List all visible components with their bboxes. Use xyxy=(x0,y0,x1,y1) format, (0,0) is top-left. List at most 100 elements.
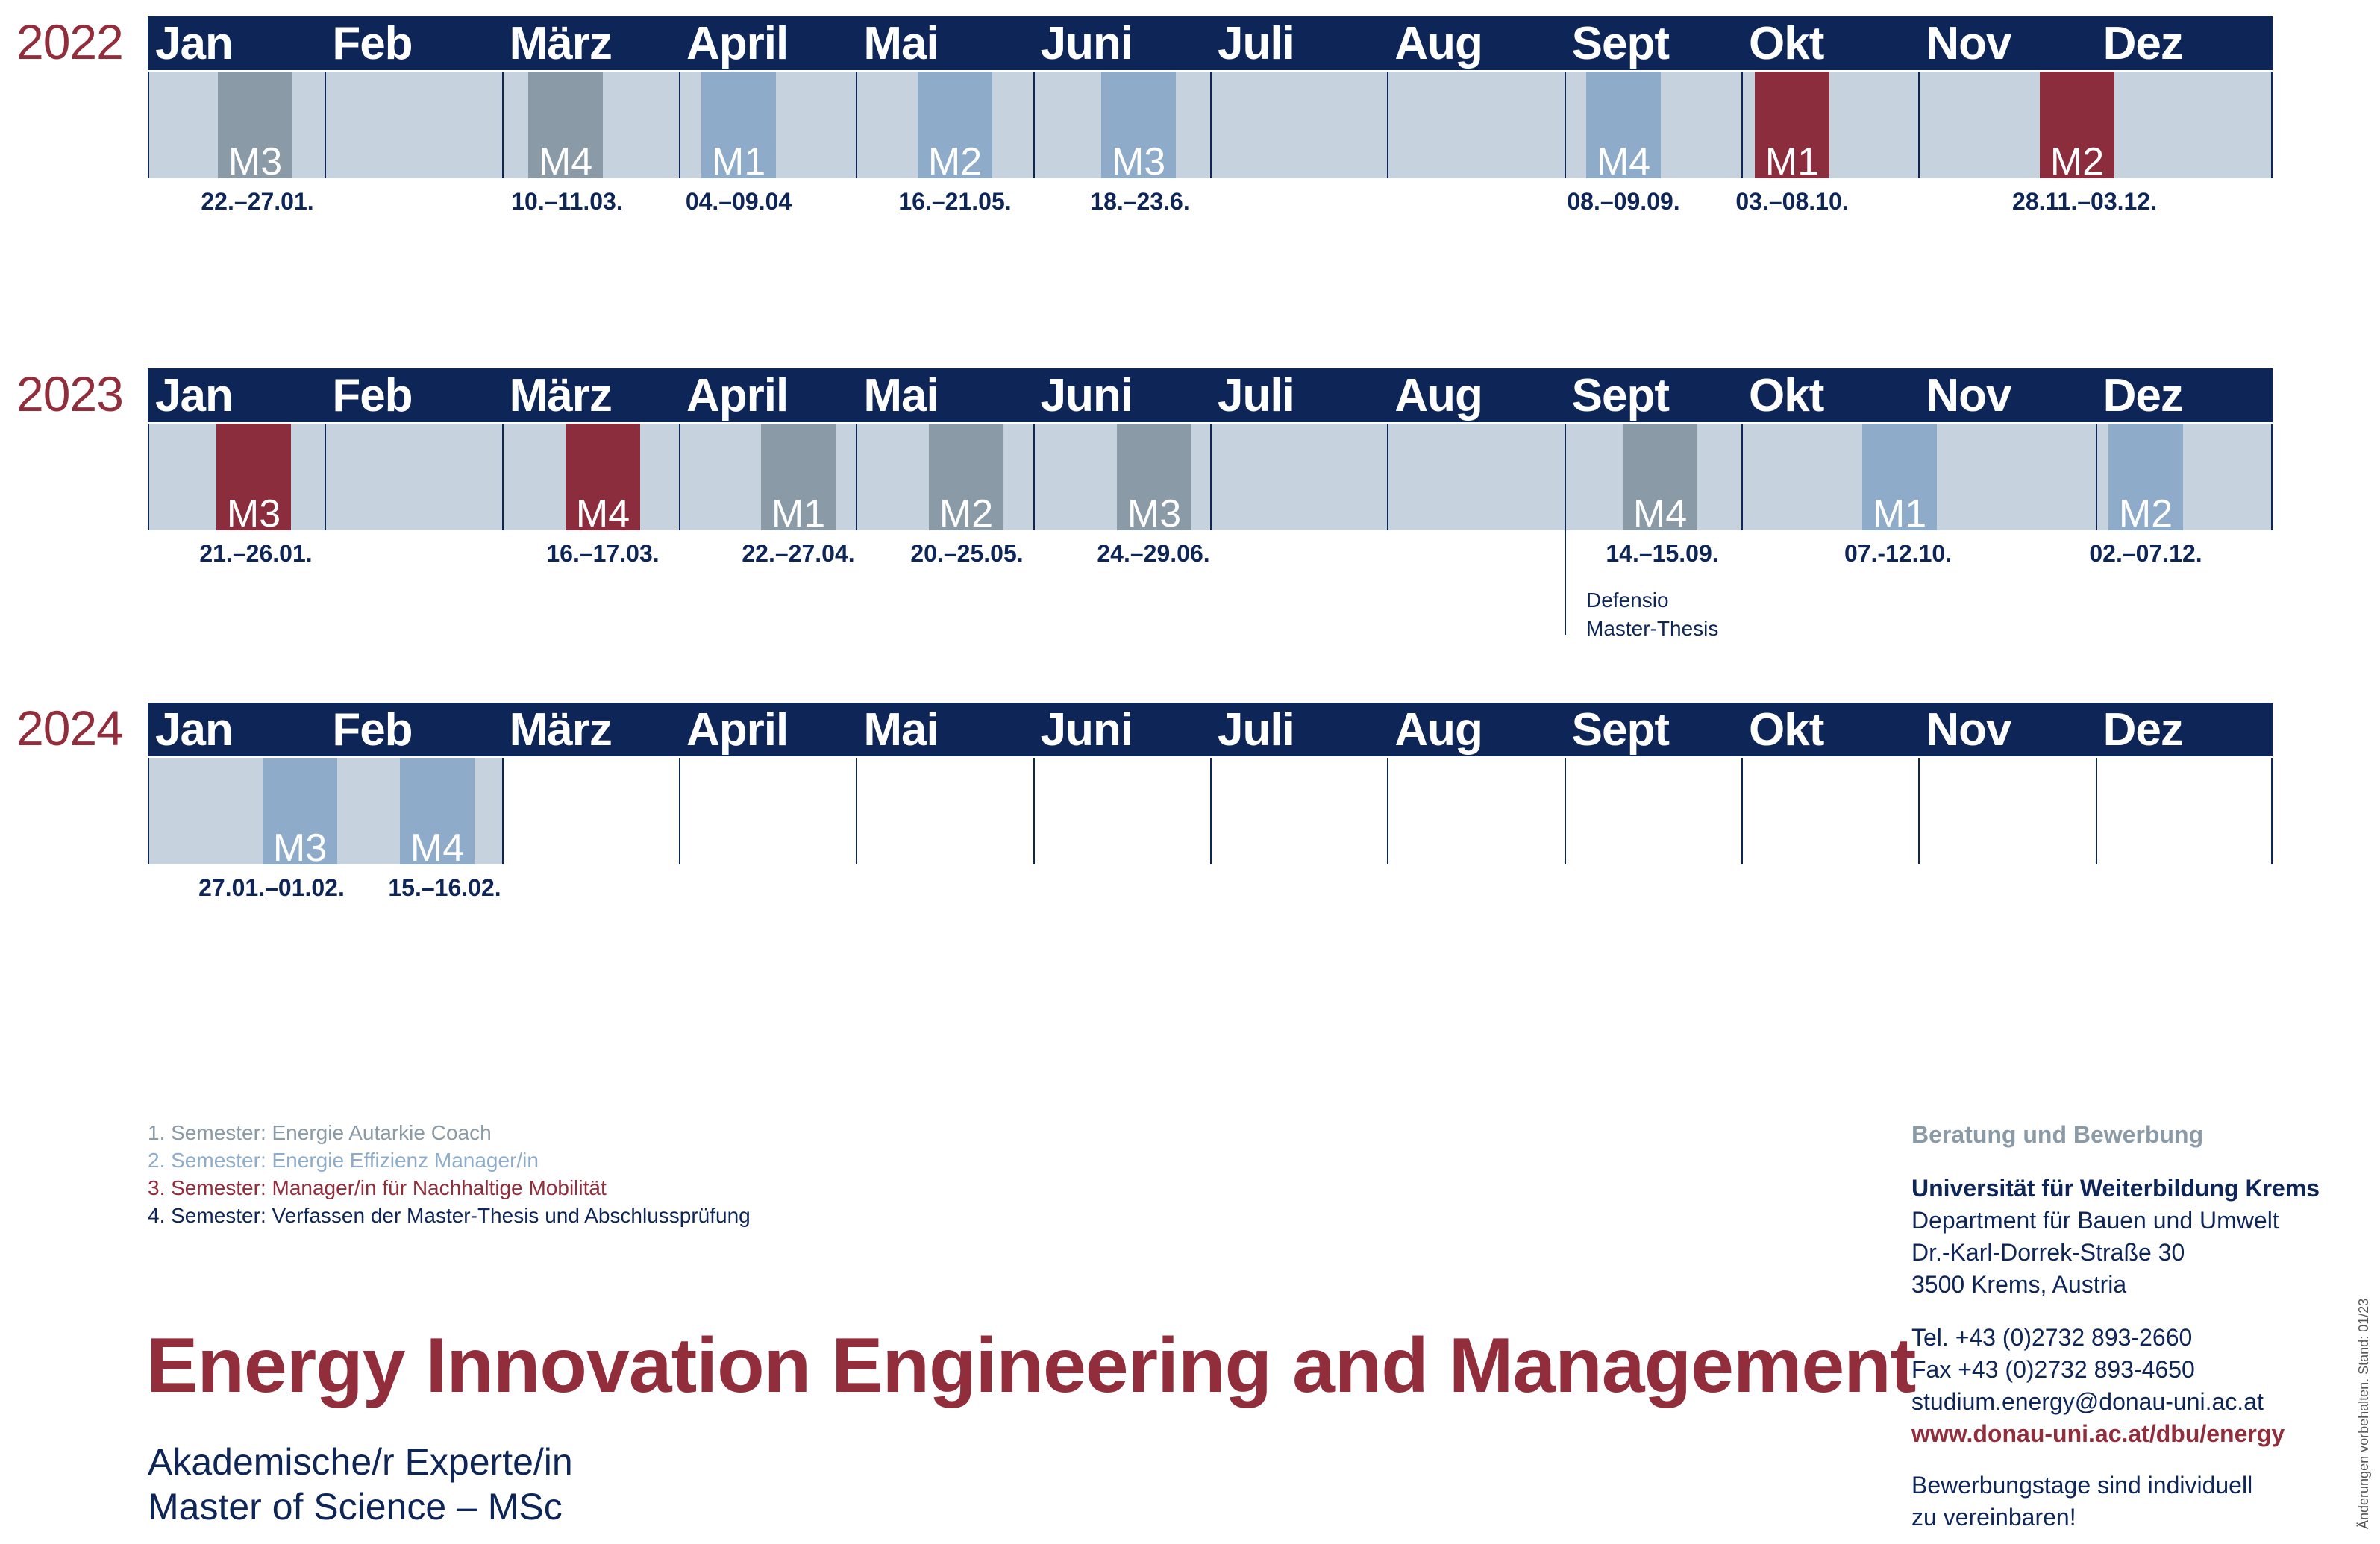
contact-city: 3500 Krems, Austria xyxy=(1911,1271,2127,1298)
month-divider xyxy=(1210,72,1212,178)
month-label: Okt xyxy=(1749,704,1824,756)
month-cell xyxy=(1210,758,1387,864)
month-cell xyxy=(856,758,1033,864)
month-divider xyxy=(325,424,327,530)
contact-web-link[interactable]: www.donau-uni.ac.at/dbu/energy xyxy=(1911,1420,2285,1447)
month-label: Sept xyxy=(1571,704,1670,756)
month-label: Okt xyxy=(1749,370,1824,421)
contact-email[interactable]: studium.energy@donau-uni.ac.at xyxy=(1911,1388,2264,1415)
module-label: M2 xyxy=(2118,492,2173,536)
month-divider xyxy=(325,72,327,178)
module-bar: M3 xyxy=(1101,72,1176,183)
month-divider xyxy=(1033,424,1035,530)
module-label: M4 xyxy=(575,492,630,536)
month-cell xyxy=(1033,758,1210,864)
module-bar: M1 xyxy=(1862,424,1937,536)
module-date: 14.–15.09. xyxy=(1606,540,1719,567)
month-divider xyxy=(1741,72,1743,178)
side-note: Änderungen vorbehalten. Stand: 01/23 xyxy=(2356,1298,2371,1529)
module-date: 22.–27.04. xyxy=(742,540,855,567)
degree-line-2: Master of Science – MSc xyxy=(148,1486,563,1528)
module-label: M3 xyxy=(226,492,281,536)
semester-legend: 1. Semester: Energie Autarkie Coach 2. S… xyxy=(148,1119,751,1229)
module-bar: M4 xyxy=(528,72,603,183)
module-bar: M3 xyxy=(263,758,337,870)
month-divider xyxy=(148,758,149,864)
module-date: 10.–11.03. xyxy=(511,188,623,215)
year-label: 2023 xyxy=(16,366,124,421)
module-date: 07.-12.10. xyxy=(1844,540,1952,567)
module-bar: M2 xyxy=(929,424,1003,536)
month-label: Juli xyxy=(1218,18,1295,69)
month-label: Dez xyxy=(2102,18,2184,69)
module-label: M2 xyxy=(2049,140,2105,183)
module-label: M1 xyxy=(1764,140,1820,183)
month-label: Dez xyxy=(2102,704,2184,756)
contact-org: Universität für Weiterbildung Krems xyxy=(1911,1175,2320,1202)
module-label: M3 xyxy=(228,140,283,183)
month-cell xyxy=(1387,72,1565,178)
legend-item-4: 4. Semester: Verfassen der Master-Thesis… xyxy=(148,1204,751,1227)
module-bar: M4 xyxy=(566,424,640,536)
month-label: Nov xyxy=(1926,370,2011,421)
contact-dept: Department für Bauen und Umwelt xyxy=(1911,1207,2279,1234)
program-title: Energy Innovation Engineering and Manage… xyxy=(146,1322,1916,1409)
month-divider xyxy=(2271,72,2273,178)
contact-fax: Fax +43 (0)2732 893-4650 xyxy=(1911,1356,2195,1383)
defensio-note: Defensio xyxy=(1586,589,1669,612)
month-divider xyxy=(148,72,149,178)
month-header: Jan Feb März April Mai Juni Juli Aug Sept Okt Nov D… xyxy=(148,16,2273,70)
month-label: Okt xyxy=(1749,18,1824,69)
month-label: Sept xyxy=(1571,370,1670,421)
month-divider xyxy=(2271,424,2273,530)
month-divider xyxy=(1210,758,1212,864)
defensio-marker-line xyxy=(1564,530,1566,635)
month-divider xyxy=(679,424,680,530)
month-divider xyxy=(1387,758,1389,864)
month-divider xyxy=(679,72,680,178)
month-cell xyxy=(2096,758,2273,864)
month-cell xyxy=(1210,424,1388,530)
year-label: 2022 xyxy=(16,14,124,69)
month-label: Mai xyxy=(863,370,939,421)
month-cell xyxy=(1741,758,1918,864)
month-cell xyxy=(325,424,502,530)
month-divider xyxy=(1741,424,1743,530)
module-bar: M3 xyxy=(218,72,292,183)
module-bar: M2 xyxy=(918,72,992,183)
degree-line-1: Akademische/r Experte/in xyxy=(148,1441,573,1483)
contact-heading: Beratung und Bewerbung xyxy=(1911,1121,2204,1148)
module-date: 08.–09.09. xyxy=(1567,188,1680,215)
month-cell xyxy=(502,758,679,864)
month-label: April xyxy=(686,704,789,756)
month-label: März xyxy=(509,704,613,756)
contact-street: Dr.-Karl-Dorrek-Straße 30 xyxy=(1911,1239,2185,1266)
legend-item-2: 2. Semester: Energie Effizienz Manager/i… xyxy=(148,1149,539,1172)
month-label: Jan xyxy=(155,704,234,756)
month-label: Mai xyxy=(863,18,939,69)
month-label: Dez xyxy=(2102,370,2184,421)
module-label: M4 xyxy=(538,140,593,183)
module-date: 16.–17.03. xyxy=(546,540,660,567)
month-divider xyxy=(2271,758,2273,864)
month-header: Jan Feb März April Mai Juni Juli Aug Sept Okt Nov D… xyxy=(148,368,2273,422)
month-cell xyxy=(1387,424,1565,530)
month-label: Sept xyxy=(1571,18,1670,69)
month-divider xyxy=(1033,758,1035,864)
month-divider xyxy=(856,424,858,530)
application-note-1: Bewerbungstage sind individuell xyxy=(1911,1472,2253,1499)
month-cell xyxy=(325,72,502,178)
module-bar: M3 xyxy=(1117,424,1191,536)
month-label: Aug xyxy=(1394,18,1483,69)
module-label: M4 xyxy=(1632,492,1688,536)
module-label: M1 xyxy=(771,492,826,536)
module-bar: M3 xyxy=(216,424,291,536)
legend-item-3: 3. Semester: Manager/in für Nachhaltige … xyxy=(148,1176,607,1199)
month-label: März xyxy=(509,370,613,421)
month-divider xyxy=(1918,758,1920,864)
month-divider xyxy=(1033,72,1035,178)
module-date: 24.–29.06. xyxy=(1097,540,1210,567)
month-divider xyxy=(2095,758,2097,864)
month-divider xyxy=(856,72,858,178)
module-bar: M1 xyxy=(761,424,836,536)
